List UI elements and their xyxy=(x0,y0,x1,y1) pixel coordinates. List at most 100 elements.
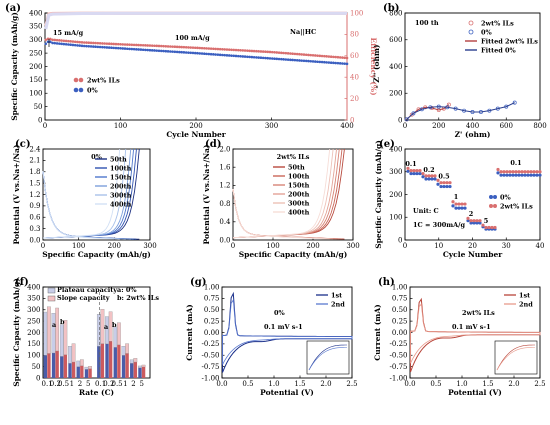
discharge-curve xyxy=(232,188,337,240)
y-tick-label: 0.00 xyxy=(392,329,408,337)
capacity-point xyxy=(223,53,226,57)
x-axis-label: Cycle Number xyxy=(166,130,226,139)
rate-point xyxy=(532,170,536,174)
capacity-point xyxy=(135,48,138,51)
y-tick-label: 0.50 xyxy=(204,306,220,314)
rate-point xyxy=(532,173,536,177)
slope-bar xyxy=(97,346,101,378)
y-tick-label: 1.6 xyxy=(219,164,231,172)
legend-marker xyxy=(73,77,79,83)
chart-title: 0% xyxy=(91,153,103,161)
plateau-bar xyxy=(105,316,109,345)
rate-point xyxy=(409,169,413,173)
plateau-bar xyxy=(113,326,118,348)
capacity-point xyxy=(116,42,120,46)
rate-point xyxy=(493,225,497,230)
scan-rate-annotation: 0.1 mV s-1 xyxy=(264,323,303,331)
capacity-point xyxy=(259,56,263,60)
capacity-point xyxy=(252,55,256,59)
rate-point xyxy=(523,170,527,174)
y-tick-label: 50 xyxy=(32,363,41,371)
rate-point xyxy=(418,169,422,173)
slope-bar xyxy=(68,363,72,378)
panel-b: 0 200 400 600 800 0 200 400 600 800 Z' (ohm) - Z'' … xyxy=(372,3,547,139)
rate-point xyxy=(436,182,440,186)
y-tick-label: -0.75 xyxy=(202,363,220,371)
x-tick-label: 0.2 xyxy=(50,380,61,388)
capacity-point xyxy=(266,50,270,54)
legend-label: 200th xyxy=(110,182,132,190)
group-label: b xyxy=(112,321,117,329)
capacity-point xyxy=(71,40,75,43)
capacity-point xyxy=(332,61,335,65)
rate-point xyxy=(502,173,506,177)
y-tick-label: -0.25 xyxy=(390,340,408,348)
capacity-point xyxy=(221,47,224,51)
x-tick-label: 10 xyxy=(434,242,443,250)
capacity-point xyxy=(329,55,333,59)
rate-point xyxy=(436,178,440,182)
capacity-point xyxy=(289,52,292,55)
slope-bar xyxy=(71,362,76,378)
slope-bar xyxy=(100,343,105,378)
capacity-point xyxy=(309,53,313,57)
rate-point xyxy=(466,219,470,223)
capacity-point xyxy=(280,51,283,55)
inset-curve xyxy=(496,347,536,371)
capacity-point xyxy=(148,44,152,47)
slope-bar xyxy=(55,350,59,378)
x-tick-label: 2.0 xyxy=(320,380,331,388)
panel-label: (d) xyxy=(205,139,221,150)
capacity-point xyxy=(259,50,263,53)
capacity-point xyxy=(141,43,145,47)
panel-h: 0.0 0.5 1.0 1.5 2.0 2.5 -1.00 -0.75 -0.50 -0.25 0.… xyxy=(373,277,546,397)
capacity-point xyxy=(139,43,143,47)
capacity-point xyxy=(261,56,265,60)
y-tick-label: 400 xyxy=(27,283,40,291)
capacity-point xyxy=(96,45,100,49)
capacity-point xyxy=(67,39,70,43)
rate-point xyxy=(412,169,416,173)
y-tick-label: 1.2 xyxy=(29,191,40,199)
rate-point xyxy=(433,177,437,181)
rate-point xyxy=(430,174,434,178)
rate-point xyxy=(538,173,542,177)
capacity-point xyxy=(320,60,324,64)
impedance-point xyxy=(512,100,517,105)
y-axis-label: Specific Capacity (mAh/g) xyxy=(374,140,383,249)
capacity-point xyxy=(173,50,177,54)
x-tick-label: 400 xyxy=(466,122,479,130)
capacity-point xyxy=(270,50,274,54)
capacity-point xyxy=(225,54,229,57)
y-tick-label: -1.00 xyxy=(202,374,220,382)
capacity-point xyxy=(150,44,154,47)
capacity-point xyxy=(164,49,168,53)
capacity-point xyxy=(338,56,342,59)
x-tick-label: 400 xyxy=(340,122,353,130)
y2-tick-label: 40 xyxy=(350,74,359,82)
capacity-point xyxy=(225,48,229,51)
legend-marker xyxy=(493,204,497,208)
capacity-point xyxy=(159,49,163,53)
rate-point xyxy=(445,181,449,185)
capacity-point xyxy=(60,39,63,42)
x-tick-label: 0.2 xyxy=(103,380,114,388)
capacity-point xyxy=(205,52,208,56)
rate-annotation: 100 mA/g xyxy=(175,34,210,42)
capacity-point xyxy=(105,46,109,49)
capacity-point xyxy=(103,45,106,49)
capacity-point xyxy=(94,41,97,45)
rate-point xyxy=(460,206,464,210)
capacity-point xyxy=(341,62,344,65)
y-tick-label: 150 xyxy=(27,340,40,348)
capacity-point xyxy=(73,43,77,47)
y-tick-label: 0.3 xyxy=(29,225,40,233)
x-tick-label: 100 xyxy=(114,122,127,130)
legend-label: 0% xyxy=(481,28,493,36)
capacity-point xyxy=(302,59,306,63)
rate-point xyxy=(463,202,467,206)
capacity-point xyxy=(180,45,183,49)
rate-point xyxy=(517,173,521,177)
capacity-point xyxy=(62,39,66,43)
x-tick-label: 0 xyxy=(403,242,407,250)
